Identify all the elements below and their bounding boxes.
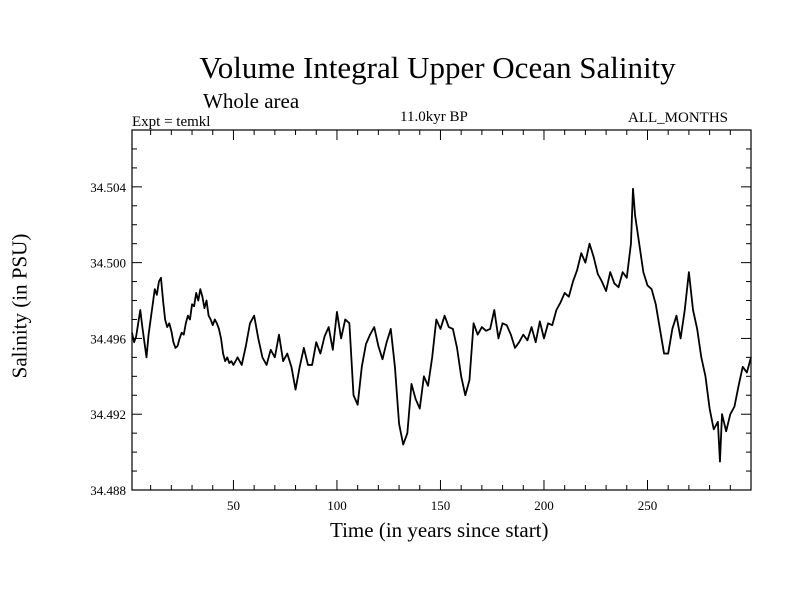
x-tick-label: 250 bbox=[638, 498, 658, 513]
y-tick-label: 34.504 bbox=[90, 180, 126, 195]
period-label: 11.0kyr BP bbox=[400, 109, 468, 125]
y-tick-label: 34.496 bbox=[90, 331, 126, 346]
x-tick-label: 200 bbox=[534, 498, 554, 513]
y-tick-label: 34.488 bbox=[90, 483, 126, 498]
salinity-series-line bbox=[131, 187, 752, 463]
x-tick-label: 100 bbox=[327, 498, 347, 513]
months-label: ALL_MONTHS bbox=[628, 110, 728, 126]
experiment-label: Expt = temkl bbox=[132, 114, 211, 130]
chart-title: Volume Integral Upper Ocean Salinity bbox=[199, 50, 676, 85]
y-tick-label: 34.492 bbox=[90, 407, 126, 422]
x-axis-label: Time (in years since start) bbox=[330, 518, 549, 542]
y-tick-label: 34.500 bbox=[90, 256, 126, 271]
chart-subtitle: Whole area bbox=[203, 89, 300, 113]
plot-frame bbox=[131, 129, 752, 491]
x-tick-label: 50 bbox=[227, 498, 240, 513]
x-tick-label: 150 bbox=[431, 498, 451, 513]
